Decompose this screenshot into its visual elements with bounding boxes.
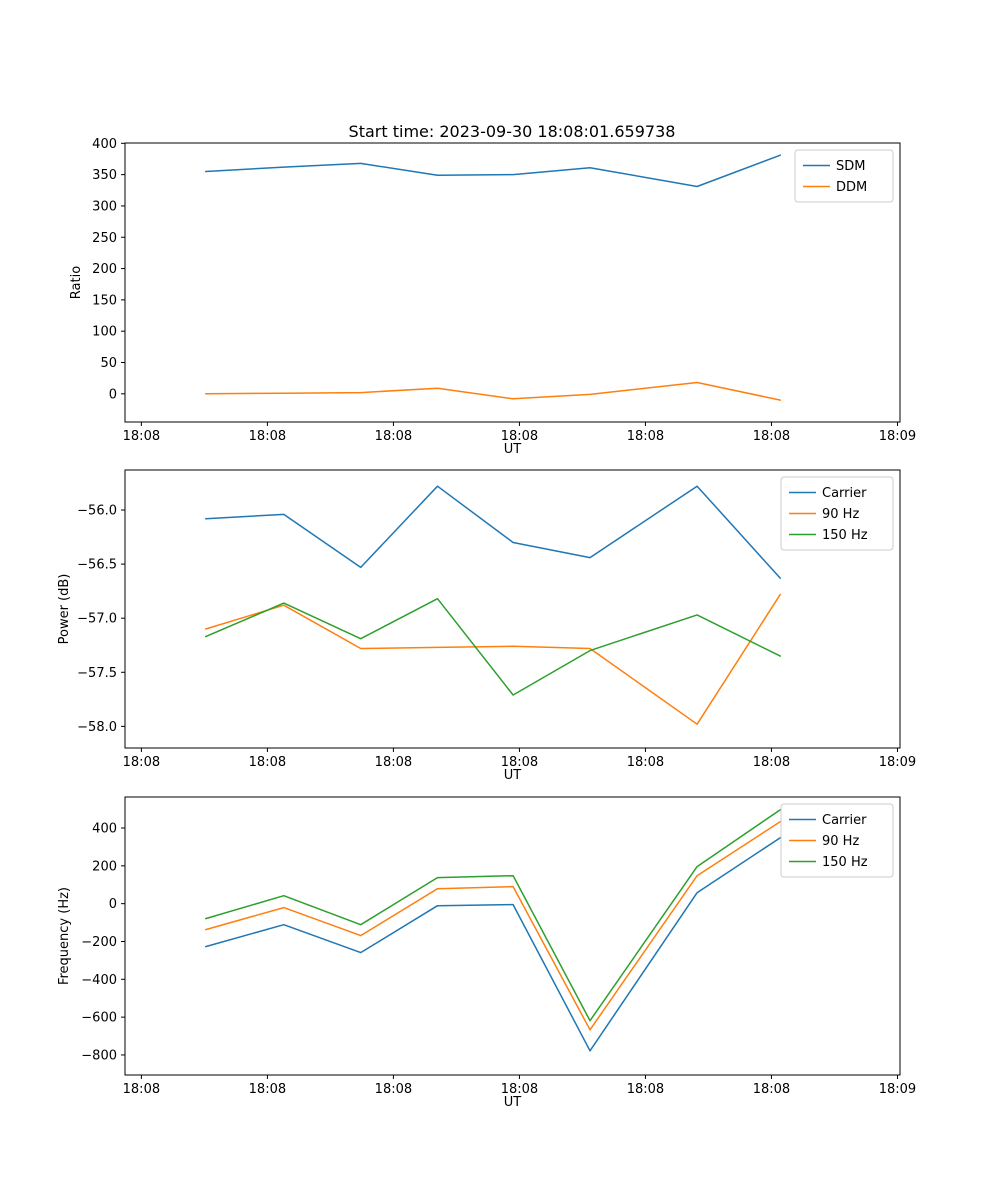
plot-frame [124, 469, 901, 749]
x-tick-label: 18:09 [879, 1082, 916, 1097]
legend: SDM DDM [794, 149, 894, 203]
x-axis-label: UT [504, 442, 522, 457]
x-axis-label: UT [504, 768, 522, 783]
plot-frame [124, 142, 901, 423]
legend-label-carrier: Carrier [822, 486, 867, 501]
x-tick-label: 18:08 [501, 1082, 538, 1097]
y-tick-label: 0 [109, 387, 117, 402]
y-tick-label: 350 [92, 168, 117, 183]
x-tick-label: 18:09 [879, 429, 916, 444]
series-line-90-hz [204, 820, 782, 1031]
y-tick-label: 300 [92, 199, 117, 214]
legend: Carrier 90 Hz 150 Hz [780, 476, 894, 551]
legend-label-90-hz: 90 Hz [822, 834, 859, 849]
x-axis-label: UT [504, 1095, 522, 1110]
x-tick-label: 18:08 [753, 1082, 790, 1097]
y-tick-label: −57.5 [77, 666, 117, 681]
y-tick-label: 50 [100, 356, 117, 371]
legend-label-150-hz: 150 Hz [822, 528, 868, 543]
y-tick-label: 400 [92, 137, 117, 152]
power-chart: 18:08 18:08 18:08 18:08 18:08 18:08 18:09 −58.0… [57, 469, 916, 783]
x-tick-label: 18:08 [249, 429, 286, 444]
x-tick-label: 18:08 [249, 1082, 286, 1097]
y-tick-label: 250 [92, 231, 117, 246]
y-tick-label: 400 [92, 822, 117, 837]
y-tick-label: −58.0 [77, 720, 117, 735]
legend-box [794, 149, 894, 203]
y-tick-label: −200 [81, 935, 117, 950]
x-tick-label: 18:08 [123, 429, 160, 444]
y-tick-label: −400 [81, 973, 117, 988]
ratio-chart: 18:08 18:08 18:08 18:08 18:08 18:08 18:09 0 50 10… [69, 137, 916, 457]
y-tick-label: 150 [92, 293, 117, 308]
series-line-sdm [204, 154, 782, 188]
series-line-ddm [204, 381, 782, 401]
legend-label-150-hz: 150 Hz [822, 855, 868, 870]
series-line-90-hz [204, 593, 782, 725]
y-tick-label: 0 [109, 897, 117, 912]
y-tick-label: 200 [92, 859, 117, 874]
x-tick-label: 18:08 [375, 429, 412, 444]
x-tick-label: 18:08 [123, 755, 160, 770]
legend-label-sdm: SDM [836, 159, 865, 174]
x-tick-label: 18:08 [501, 755, 538, 770]
x-tick-label: 18:08 [627, 429, 664, 444]
legend: Carrier 90 Hz 150 Hz [780, 803, 894, 878]
figure-title: Start time: 2023-09-30 18:08:01.659738 [349, 122, 676, 141]
y-axis-label: Ratio [69, 266, 84, 299]
x-tick-label: 18:08 [753, 755, 790, 770]
x-tick-label: 18:08 [501, 429, 538, 444]
y-axis-label: Power (dB) [57, 574, 72, 645]
x-tick-label: 18:08 [627, 1082, 664, 1097]
legend-box [780, 476, 894, 551]
x-tick-label: 18:08 [375, 1082, 412, 1097]
y-tick-label: 200 [92, 262, 117, 277]
x-tick-label: 18:08 [627, 755, 664, 770]
series-line-150-hz [204, 597, 782, 696]
plot-frame [124, 796, 901, 1076]
legend-box [780, 803, 894, 878]
y-tick-label: −600 [81, 1011, 117, 1026]
y-tick-label: −56.0 [77, 504, 117, 519]
x-tick-label: 18:08 [249, 755, 286, 770]
x-tick-label: 18:08 [375, 755, 412, 770]
x-tick-label: 18:09 [879, 755, 916, 770]
y-axis-label: Frequency (Hz) [57, 887, 72, 985]
y-tick-label: −57.0 [77, 612, 117, 627]
x-tick-label: 18:08 [123, 1082, 160, 1097]
y-tick-label: −56.5 [77, 558, 117, 573]
y-tick-label: −800 [81, 1048, 117, 1063]
legend-label-carrier: Carrier [822, 813, 867, 828]
legend-label-90-hz: 90 Hz [822, 507, 859, 522]
legend-label-ddm: DDM [836, 180, 867, 195]
y-tick-label: 100 [92, 325, 117, 340]
x-tick-label: 18:08 [753, 429, 790, 444]
series-line-150-hz [204, 808, 782, 1022]
series-line-carrier [204, 485, 782, 579]
series-line-carrier [204, 836, 782, 1052]
frequency-chart: 18:08 18:08 18:08 18:08 18:08 18:08 18:09 −800 −… [57, 796, 916, 1110]
